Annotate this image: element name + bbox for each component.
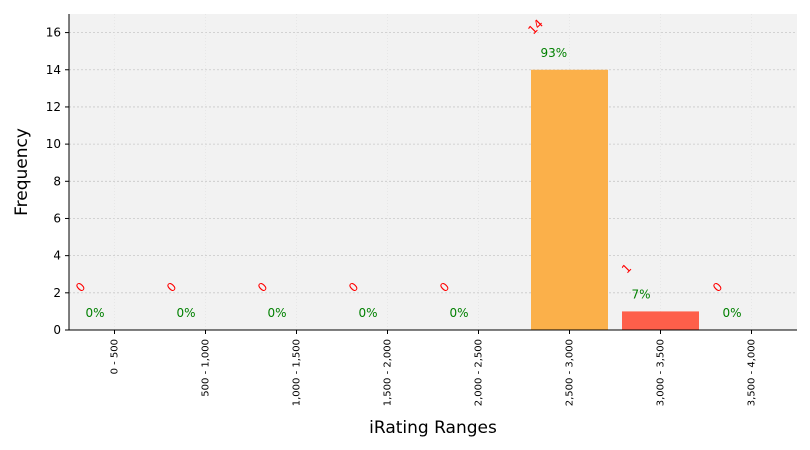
bar-percent-label: 0% [723, 306, 742, 320]
y-tick-label: 14 [46, 63, 61, 77]
bar-percent-label: 0% [177, 306, 196, 320]
bar-percent-label: 0% [359, 306, 378, 320]
x-tick-label: 3,500 - 4,000 [747, 339, 758, 406]
x-tick-label: 1,000 - 1,500 [292, 339, 303, 406]
bars [531, 69, 699, 330]
x-ticks: 0 - 500 500 - 1,000 1,000 - 1,500 1,500 - 2… [110, 330, 758, 406]
x-tick-label: 2,500 - 3,000 [565, 339, 576, 406]
y-tick-label: 4 [53, 249, 61, 263]
y-tick-label: 10 [46, 137, 61, 151]
y-ticks: 0 2 4 6 8 10 12 14 16 [46, 26, 69, 337]
x-axis-title: iRating Ranges [369, 418, 497, 438]
y-tick-label: 12 [46, 100, 61, 114]
x-tick-label: 3,000 - 3,500 [656, 339, 667, 406]
bar-percent-label: 0% [86, 306, 105, 320]
x-tick-label: 0 - 500 [110, 339, 121, 374]
grid [69, 14, 797, 330]
bar [531, 69, 608, 330]
x-tick-label: 1,500 - 2,000 [383, 339, 394, 406]
y-tick-label: 0 [53, 323, 61, 337]
bar [622, 311, 699, 330]
bar-percent-label: 0% [450, 306, 469, 320]
y-tick-label: 2 [53, 286, 61, 300]
y-tick-label: 16 [46, 26, 61, 40]
y-axis-title: Frequency [12, 128, 32, 216]
y-tick-label: 6 [53, 211, 61, 225]
x-tick-label: 500 - 1,000 [201, 339, 212, 397]
y-tick-label: 8 [53, 174, 61, 188]
plot-area [69, 14, 797, 330]
bar-percent-label: 0% [268, 306, 287, 320]
axes [68, 14, 797, 331]
x-tick-label: 2,000 - 2,500 [474, 339, 485, 406]
bar-percent-label: 7% [632, 287, 651, 301]
bar-percent-label: 93% [541, 46, 568, 60]
